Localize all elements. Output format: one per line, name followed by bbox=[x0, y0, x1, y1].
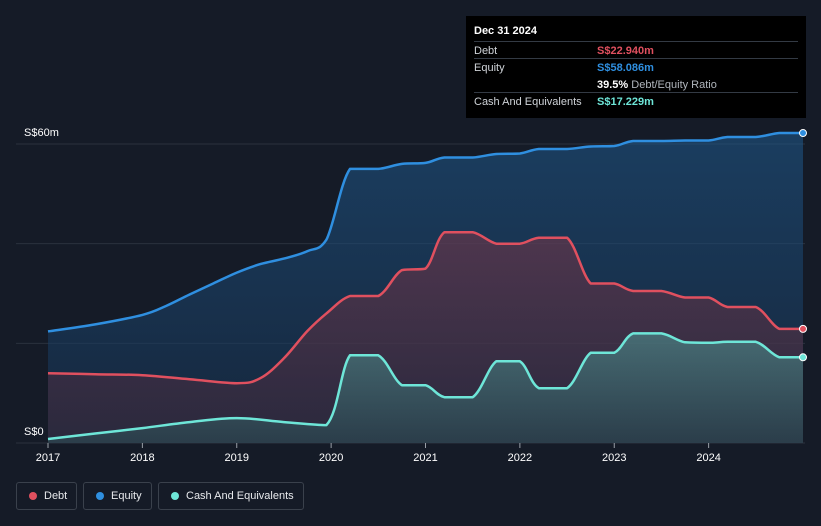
tooltip-equity-label: Equity bbox=[474, 62, 505, 74]
legend-debt-label: Debt bbox=[44, 490, 68, 502]
tooltip-panel: Dec 31 2024 Debt S$22.940m Equity S$58.0… bbox=[466, 16, 806, 118]
series-lines bbox=[47, 131, 803, 441]
x-tick-label: 2022 bbox=[508, 452, 532, 464]
x-tick-label: 2021 bbox=[413, 452, 437, 464]
debt-line bbox=[47, 230, 803, 385]
equity-line bbox=[47, 131, 803, 333]
legend-item-debt[interactable]: Debt bbox=[16, 482, 77, 510]
legend-cash-label: Cash And Equivalents bbox=[186, 490, 294, 502]
tooltip-row-equity: Equity S$58.086m bbox=[474, 58, 798, 76]
equity-end-marker bbox=[799, 129, 807, 138]
cash-end-marker bbox=[799, 353, 807, 362]
tooltip-row-ratio: 39.5% Debt/Equity Ratio bbox=[474, 75, 798, 93]
tooltip-equity-value: S$58.086m bbox=[597, 62, 654, 74]
x-tick-label: 2017 bbox=[36, 452, 60, 464]
tooltip-row-cash: Cash And Equivalents S$17.229m bbox=[474, 92, 798, 110]
y-tick-label: S$0 bbox=[24, 426, 44, 438]
tooltip-ratio: 39.5% Debt/Equity Ratio bbox=[597, 79, 717, 91]
x-tick-label: 2020 bbox=[319, 452, 343, 464]
debt-dot-icon bbox=[29, 492, 37, 500]
y-tick-label: S$60m bbox=[24, 127, 59, 139]
debt-end-marker bbox=[799, 324, 807, 333]
cash-dot-icon bbox=[171, 492, 179, 500]
legend-equity-label: Equity bbox=[111, 490, 142, 502]
end-markers bbox=[799, 129, 807, 362]
series-areas bbox=[48, 133, 803, 443]
x-tick-label: 2019 bbox=[225, 452, 249, 464]
tooltip-ratio-label: Debt/Equity Ratio bbox=[631, 79, 717, 91]
cash-line bbox=[47, 332, 803, 441]
legend-item-equity[interactable]: Equity bbox=[83, 482, 152, 510]
tooltip-ratio-value: 39.5% bbox=[597, 79, 629, 91]
tooltip-date: Dec 31 2024 bbox=[474, 25, 537, 37]
x-tick-label: 2018 bbox=[130, 452, 154, 464]
cash-area bbox=[48, 333, 803, 443]
tooltip-debt-value: S$22.940m bbox=[597, 45, 654, 57]
tooltip-cash-value: S$17.229m bbox=[597, 96, 654, 108]
axis-labels: S$0 S$60m 2017 2018 2019 2020 2021 2022 2023 2024 bbox=[24, 127, 721, 464]
tooltip-debt-label: Debt bbox=[474, 45, 498, 57]
equity-dot-icon bbox=[96, 492, 104, 500]
x-tick-label: 2023 bbox=[602, 452, 626, 464]
tooltip-cash-label: Cash And Equivalents bbox=[474, 96, 582, 108]
x-tick-label: 2024 bbox=[696, 452, 720, 464]
tooltip-row-debt: Debt S$22.940m bbox=[474, 41, 798, 59]
legend-item-cash[interactable]: Cash And Equivalents bbox=[158, 482, 304, 510]
